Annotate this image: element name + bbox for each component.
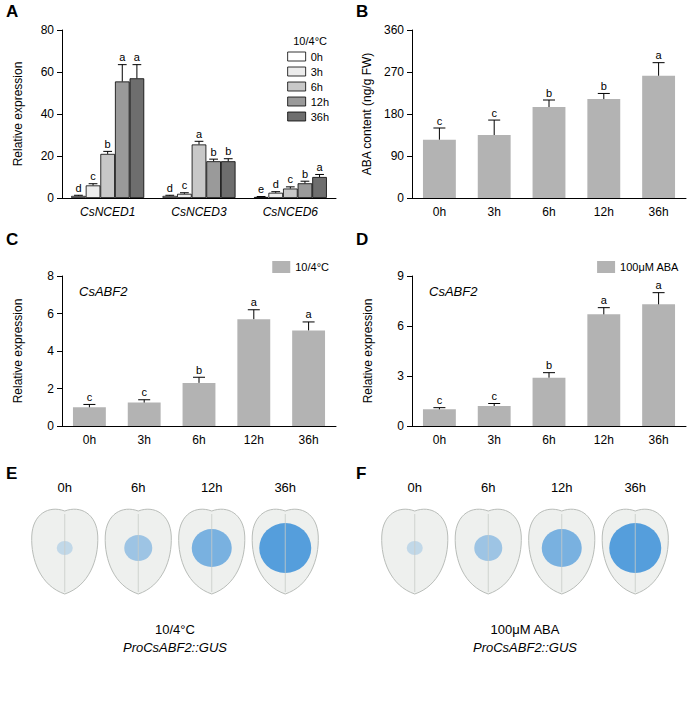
svg-text:b: b [225, 145, 231, 157]
svg-text:100μM ABA: 100μM ABA [491, 622, 560, 637]
html-text:B: B [356, 2, 369, 21]
svg-text:6: 6 [397, 319, 404, 333]
svg-text:a: a [656, 49, 663, 61]
svg-text:0: 0 [397, 419, 404, 433]
svg-text:0h: 0h [58, 480, 72, 495]
svg-text:3h: 3h [488, 205, 501, 219]
svg-text:ProCsABF2::GUS: ProCsABF2::GUS [473, 640, 577, 655]
html-text:A: A [6, 2, 19, 21]
svg-text:b: b [105, 138, 111, 150]
svg-text:b: b [546, 87, 552, 99]
svg-text:6h: 6h [481, 480, 495, 495]
svg-text:Relative expression: Relative expression [11, 299, 25, 404]
svg-text:20: 20 [41, 149, 55, 163]
svg-text:270: 270 [384, 65, 404, 79]
svg-text:12h: 12h [244, 433, 264, 447]
svg-text:c: c [182, 179, 188, 191]
svg-text:ABA content (ng/g FW): ABA content (ng/g FW) [360, 53, 374, 176]
svg-text:a: a [656, 279, 663, 291]
svg-text:CsNCED1: CsNCED1 [80, 205, 135, 219]
html-text:D: D [356, 230, 369, 249]
svg-text:0: 0 [47, 191, 54, 205]
svg-text:12h: 12h [551, 480, 573, 495]
svg-text:Relative expression: Relative expression [361, 299, 375, 404]
html-text:F: F [356, 464, 367, 483]
svg-text:a: a [306, 308, 313, 320]
svg-text:b: b [302, 168, 308, 180]
svg-text:a: a [196, 128, 203, 140]
svg-text:6h: 6h [542, 433, 555, 447]
svg-text:c: c [87, 391, 93, 403]
svg-text:CsABF2: CsABF2 [79, 284, 128, 299]
svg-text:6h: 6h [542, 205, 555, 219]
svg-text:12h: 12h [201, 480, 223, 495]
svg-text:36h: 36h [311, 111, 329, 123]
svg-text:36h: 36h [649, 433, 669, 447]
svg-text:36h: 36h [649, 205, 669, 219]
svg-text:10/4°C: 10/4°C [295, 261, 329, 273]
svg-text:CsABF2: CsABF2 [429, 284, 478, 299]
svg-text:180: 180 [384, 107, 404, 121]
svg-text:4: 4 [47, 344, 54, 358]
svg-text:Relative expression: Relative expression [11, 62, 25, 167]
svg-text:12h: 12h [594, 205, 614, 219]
svg-text:b: b [601, 80, 607, 92]
svg-text:10/4°C: 10/4°C [293, 35, 327, 47]
svg-text:8: 8 [47, 269, 54, 283]
svg-text:100μM ABA: 100μM ABA [620, 261, 679, 273]
svg-text:90: 90 [391, 149, 405, 163]
svg-text:36h: 36h [624, 480, 646, 495]
svg-text:12h: 12h [594, 433, 614, 447]
svg-text:10/4°C: 10/4°C [155, 622, 195, 637]
svg-text:c: c [141, 386, 147, 398]
svg-text:6h: 6h [311, 81, 323, 93]
svg-text:9: 9 [397, 269, 404, 283]
svg-text:a: a [251, 296, 258, 308]
svg-text:80: 80 [41, 23, 55, 37]
svg-text:c: c [437, 394, 443, 406]
svg-text:e: e [258, 183, 264, 195]
svg-text:3: 3 [397, 369, 404, 383]
svg-text:6: 6 [47, 307, 54, 321]
svg-text:d: d [75, 182, 81, 194]
svg-text:360: 360 [384, 23, 404, 37]
svg-text:CsNCED6: CsNCED6 [263, 205, 319, 219]
svg-text:a: a [316, 161, 323, 173]
svg-text:36h: 36h [299, 433, 319, 447]
html-text:E: E [6, 464, 18, 483]
svg-text:a: a [601, 294, 608, 306]
svg-text:c: c [437, 115, 443, 127]
svg-text:b: b [546, 359, 552, 371]
svg-text:0h: 0h [433, 205, 446, 219]
svg-text:b: b [196, 364, 202, 376]
svg-text:36h: 36h [274, 480, 296, 495]
svg-text:d: d [167, 182, 173, 194]
svg-text:CsNCED3: CsNCED3 [171, 205, 227, 219]
svg-text:c: c [491, 107, 497, 119]
svg-text:3h: 3h [488, 433, 501, 447]
svg-text:40: 40 [41, 107, 55, 121]
svg-text:60: 60 [41, 65, 55, 79]
svg-text:c: c [288, 173, 294, 185]
svg-text:0h: 0h [83, 433, 96, 447]
svg-text:2: 2 [47, 382, 54, 396]
svg-text:a: a [119, 51, 126, 63]
svg-text:b: b [211, 146, 217, 158]
svg-text:6h: 6h [131, 480, 145, 495]
svg-text:0: 0 [47, 419, 54, 433]
svg-text:d: d [273, 178, 279, 190]
svg-text:0h: 0h [408, 480, 422, 495]
html-text:C: C [6, 230, 19, 249]
svg-text:c: c [90, 170, 96, 182]
svg-text:c: c [491, 390, 497, 402]
svg-text:12h: 12h [311, 96, 329, 108]
svg-text:0h: 0h [311, 51, 323, 63]
svg-text:6h: 6h [192, 433, 205, 447]
svg-text:0: 0 [397, 191, 404, 205]
svg-text:3h: 3h [311, 66, 323, 78]
svg-text:3h: 3h [138, 433, 151, 447]
svg-text:a: a [134, 51, 141, 63]
svg-text:ProCsABF2::GUS: ProCsABF2::GUS [123, 640, 227, 655]
svg-text:0h: 0h [433, 433, 446, 447]
